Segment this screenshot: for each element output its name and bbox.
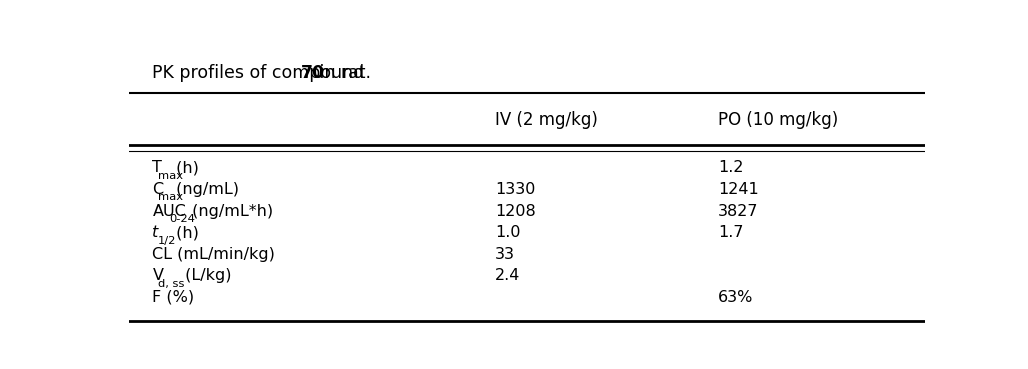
Text: (ng/mL*h): (ng/mL*h) (187, 204, 272, 218)
Text: 33: 33 (495, 247, 515, 262)
Text: IV (2 mg/kg): IV (2 mg/kg) (495, 111, 598, 128)
Text: (L/kg): (L/kg) (180, 268, 231, 283)
Text: 2.4: 2.4 (495, 268, 520, 283)
Text: d, ss: d, ss (158, 279, 185, 289)
Text: 1.7: 1.7 (718, 225, 743, 240)
Text: t: t (152, 225, 158, 240)
Text: PK profiles of compound: PK profiles of compound (152, 64, 370, 82)
Text: in rat.: in rat. (314, 64, 370, 82)
Text: (ng/mL): (ng/mL) (171, 182, 238, 197)
Text: 1.2: 1.2 (718, 161, 743, 175)
Text: 1.0: 1.0 (495, 225, 520, 240)
Text: (h): (h) (171, 225, 198, 240)
Text: 1/2: 1/2 (158, 236, 177, 246)
Text: 1208: 1208 (495, 204, 536, 218)
Text: AUC: AUC (152, 204, 186, 218)
Text: 3827: 3827 (718, 204, 759, 218)
Text: F (%): F (%) (152, 290, 194, 305)
Text: 70: 70 (300, 64, 325, 82)
Text: CL (mL/min/kg): CL (mL/min/kg) (152, 247, 276, 262)
Text: PO (10 mg/kg): PO (10 mg/kg) (718, 111, 838, 128)
Text: 1241: 1241 (718, 182, 759, 197)
Text: C: C (152, 182, 163, 197)
Text: (h): (h) (171, 161, 198, 175)
Text: 0-24: 0-24 (170, 214, 195, 224)
Text: max: max (158, 192, 183, 203)
Text: 1330: 1330 (495, 182, 536, 197)
Text: 63%: 63% (718, 290, 754, 305)
Text: T: T (152, 161, 162, 175)
Text: V: V (152, 268, 163, 283)
Text: max: max (158, 171, 183, 181)
